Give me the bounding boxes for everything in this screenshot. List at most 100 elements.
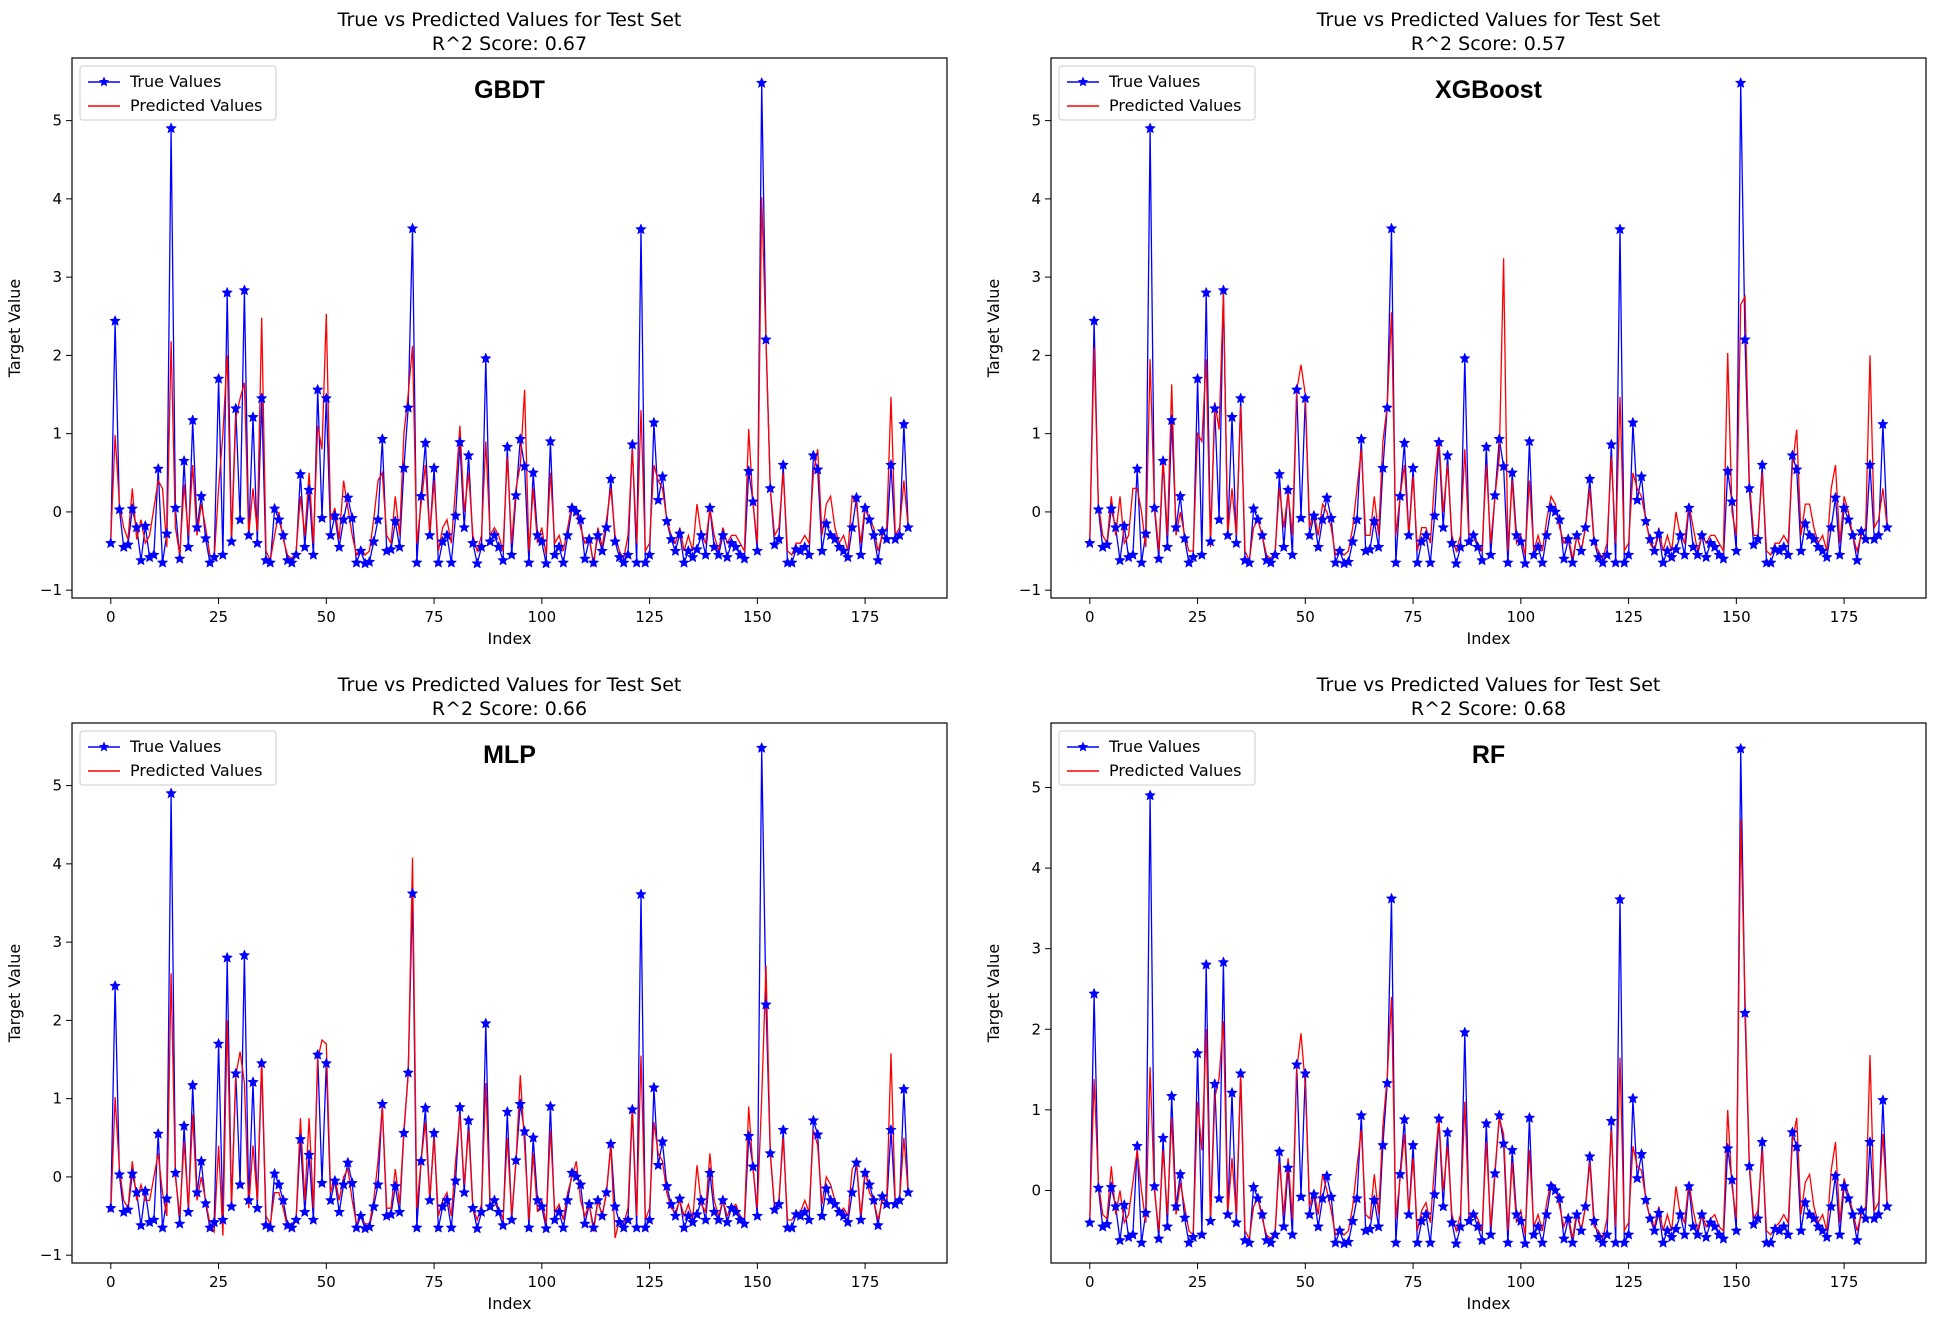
- true-value-point: [109, 314, 121, 326]
- true-value-point: [1838, 501, 1850, 513]
- true-value-point: [553, 1205, 565, 1218]
- x-axis-label: Index: [487, 1294, 531, 1313]
- true-value-point: [1635, 1148, 1648, 1160]
- true-value-point: [1795, 544, 1807, 557]
- true-value-point: [1622, 548, 1635, 560]
- true-value-point: [1217, 284, 1230, 296]
- true-value-point: [1476, 1234, 1488, 1246]
- true-value-point: [385, 543, 397, 555]
- x-tick-label: 175: [851, 1273, 880, 1291]
- true-value-point: [1730, 544, 1743, 557]
- true-value-point: [1394, 1168, 1407, 1180]
- true-value-point: [212, 372, 225, 384]
- true-value-point: [1144, 789, 1157, 801]
- true-value-point: [1510, 529, 1523, 541]
- true-value-point: [695, 529, 708, 541]
- true-value-point: [1467, 1208, 1480, 1220]
- chart-title: True vs Predicted Values for Test Set: [1316, 9, 1661, 31]
- true-value-point: [747, 1160, 759, 1172]
- x-tick-label: 100: [528, 608, 557, 626]
- true-value-point: [1213, 1192, 1225, 1204]
- true-value-point: [652, 1159, 665, 1171]
- true-value-point: [699, 1213, 712, 1225]
- true-value-point: [773, 1198, 785, 1210]
- true-value-point: [466, 537, 479, 549]
- true-value-point: [548, 548, 561, 560]
- true-value-point: [523, 556, 535, 568]
- true-value-point: [363, 555, 376, 567]
- true-value-point: [841, 551, 854, 563]
- true-value-point: [1583, 472, 1596, 485]
- true-value-point: [1532, 1220, 1544, 1232]
- true-value-point: [1282, 1161, 1294, 1173]
- true-value-point: [1493, 1109, 1506, 1121]
- true-value-point: [1575, 1224, 1588, 1236]
- true-value-point: [505, 1213, 518, 1225]
- true-value-point: [195, 1155, 208, 1167]
- true-value-point: [729, 540, 742, 553]
- x-tick-label: 125: [635, 608, 664, 626]
- true-value-point: [747, 495, 759, 507]
- true-value-point: [484, 1200, 496, 1212]
- true-value-point: [1325, 1190, 1338, 1202]
- true-value-point: [1286, 1228, 1299, 1240]
- true-value-point: [1114, 1234, 1126, 1246]
- true-value-point: [1424, 556, 1437, 568]
- true-value-point: [268, 502, 281, 514]
- true-value-point: [285, 1221, 298, 1233]
- true-value-point: [1458, 1026, 1471, 1038]
- x-tick-label: 75: [425, 1273, 444, 1291]
- true-value-point: [1592, 1231, 1605, 1243]
- true-value-point: [540, 1222, 553, 1234]
- true-value-point: [1092, 503, 1105, 515]
- y-tick-label: 4: [52, 190, 62, 208]
- true-value-point: [1730, 1224, 1743, 1236]
- true-value-point: [398, 461, 410, 474]
- true-value-point: [393, 540, 406, 553]
- true-value-point: [169, 1166, 182, 1178]
- true-value-point: [678, 1221, 690, 1233]
- true-value-point: [423, 1194, 436, 1206]
- true-value-point: [1691, 548, 1704, 560]
- true-value-point: [755, 741, 768, 754]
- true-value-point: [277, 1194, 290, 1206]
- true-value-point: [1299, 392, 1312, 404]
- true-value-point: [1644, 533, 1657, 545]
- true-value-point: [785, 556, 798, 568]
- true-value-point: [1510, 1208, 1523, 1220]
- true-value-point: [1131, 462, 1144, 474]
- true-value-point: [1540, 529, 1553, 541]
- true-value-point: [1764, 1236, 1777, 1248]
- true-value-point: [820, 1182, 833, 1194]
- true-value-point: [854, 1213, 867, 1225]
- legend-label-true: True Values: [1108, 72, 1200, 91]
- true-value-point: [1101, 1218, 1113, 1230]
- true-value-point: [669, 544, 682, 557]
- true-value-point: [320, 392, 333, 404]
- true-value-point: [1639, 1193, 1652, 1206]
- true-value-point: [535, 1200, 548, 1212]
- true-value-point: [216, 1213, 229, 1225]
- true-value-point: [876, 525, 889, 537]
- true-value-point: [1230, 537, 1243, 549]
- x-tick-label: 50: [1296, 1273, 1315, 1291]
- true-value-point: [902, 521, 915, 533]
- true-value-point: [1217, 956, 1230, 968]
- true-value-point: [419, 436, 432, 449]
- true-value-point: [1829, 1169, 1842, 1181]
- true-value-point: [591, 1194, 604, 1206]
- true-value-point: [225, 1200, 238, 1212]
- true-value-point: [893, 1194, 906, 1206]
- true-value-point: [1308, 509, 1320, 521]
- true-value-point: [811, 463, 824, 475]
- true-value-point: [1842, 513, 1855, 525]
- legend-label-predicted: Predicted Values: [1109, 761, 1241, 780]
- true-value-point: [410, 556, 423, 568]
- true-value-point: [785, 1221, 798, 1233]
- true-value-point: [1174, 1168, 1187, 1180]
- true-value-point: [191, 1186, 203, 1198]
- true-value-point: [1165, 1090, 1178, 1102]
- true-value-point: [643, 548, 656, 560]
- true-value-point: [1747, 538, 1760, 550]
- x-tick-label: 0: [106, 1273, 116, 1291]
